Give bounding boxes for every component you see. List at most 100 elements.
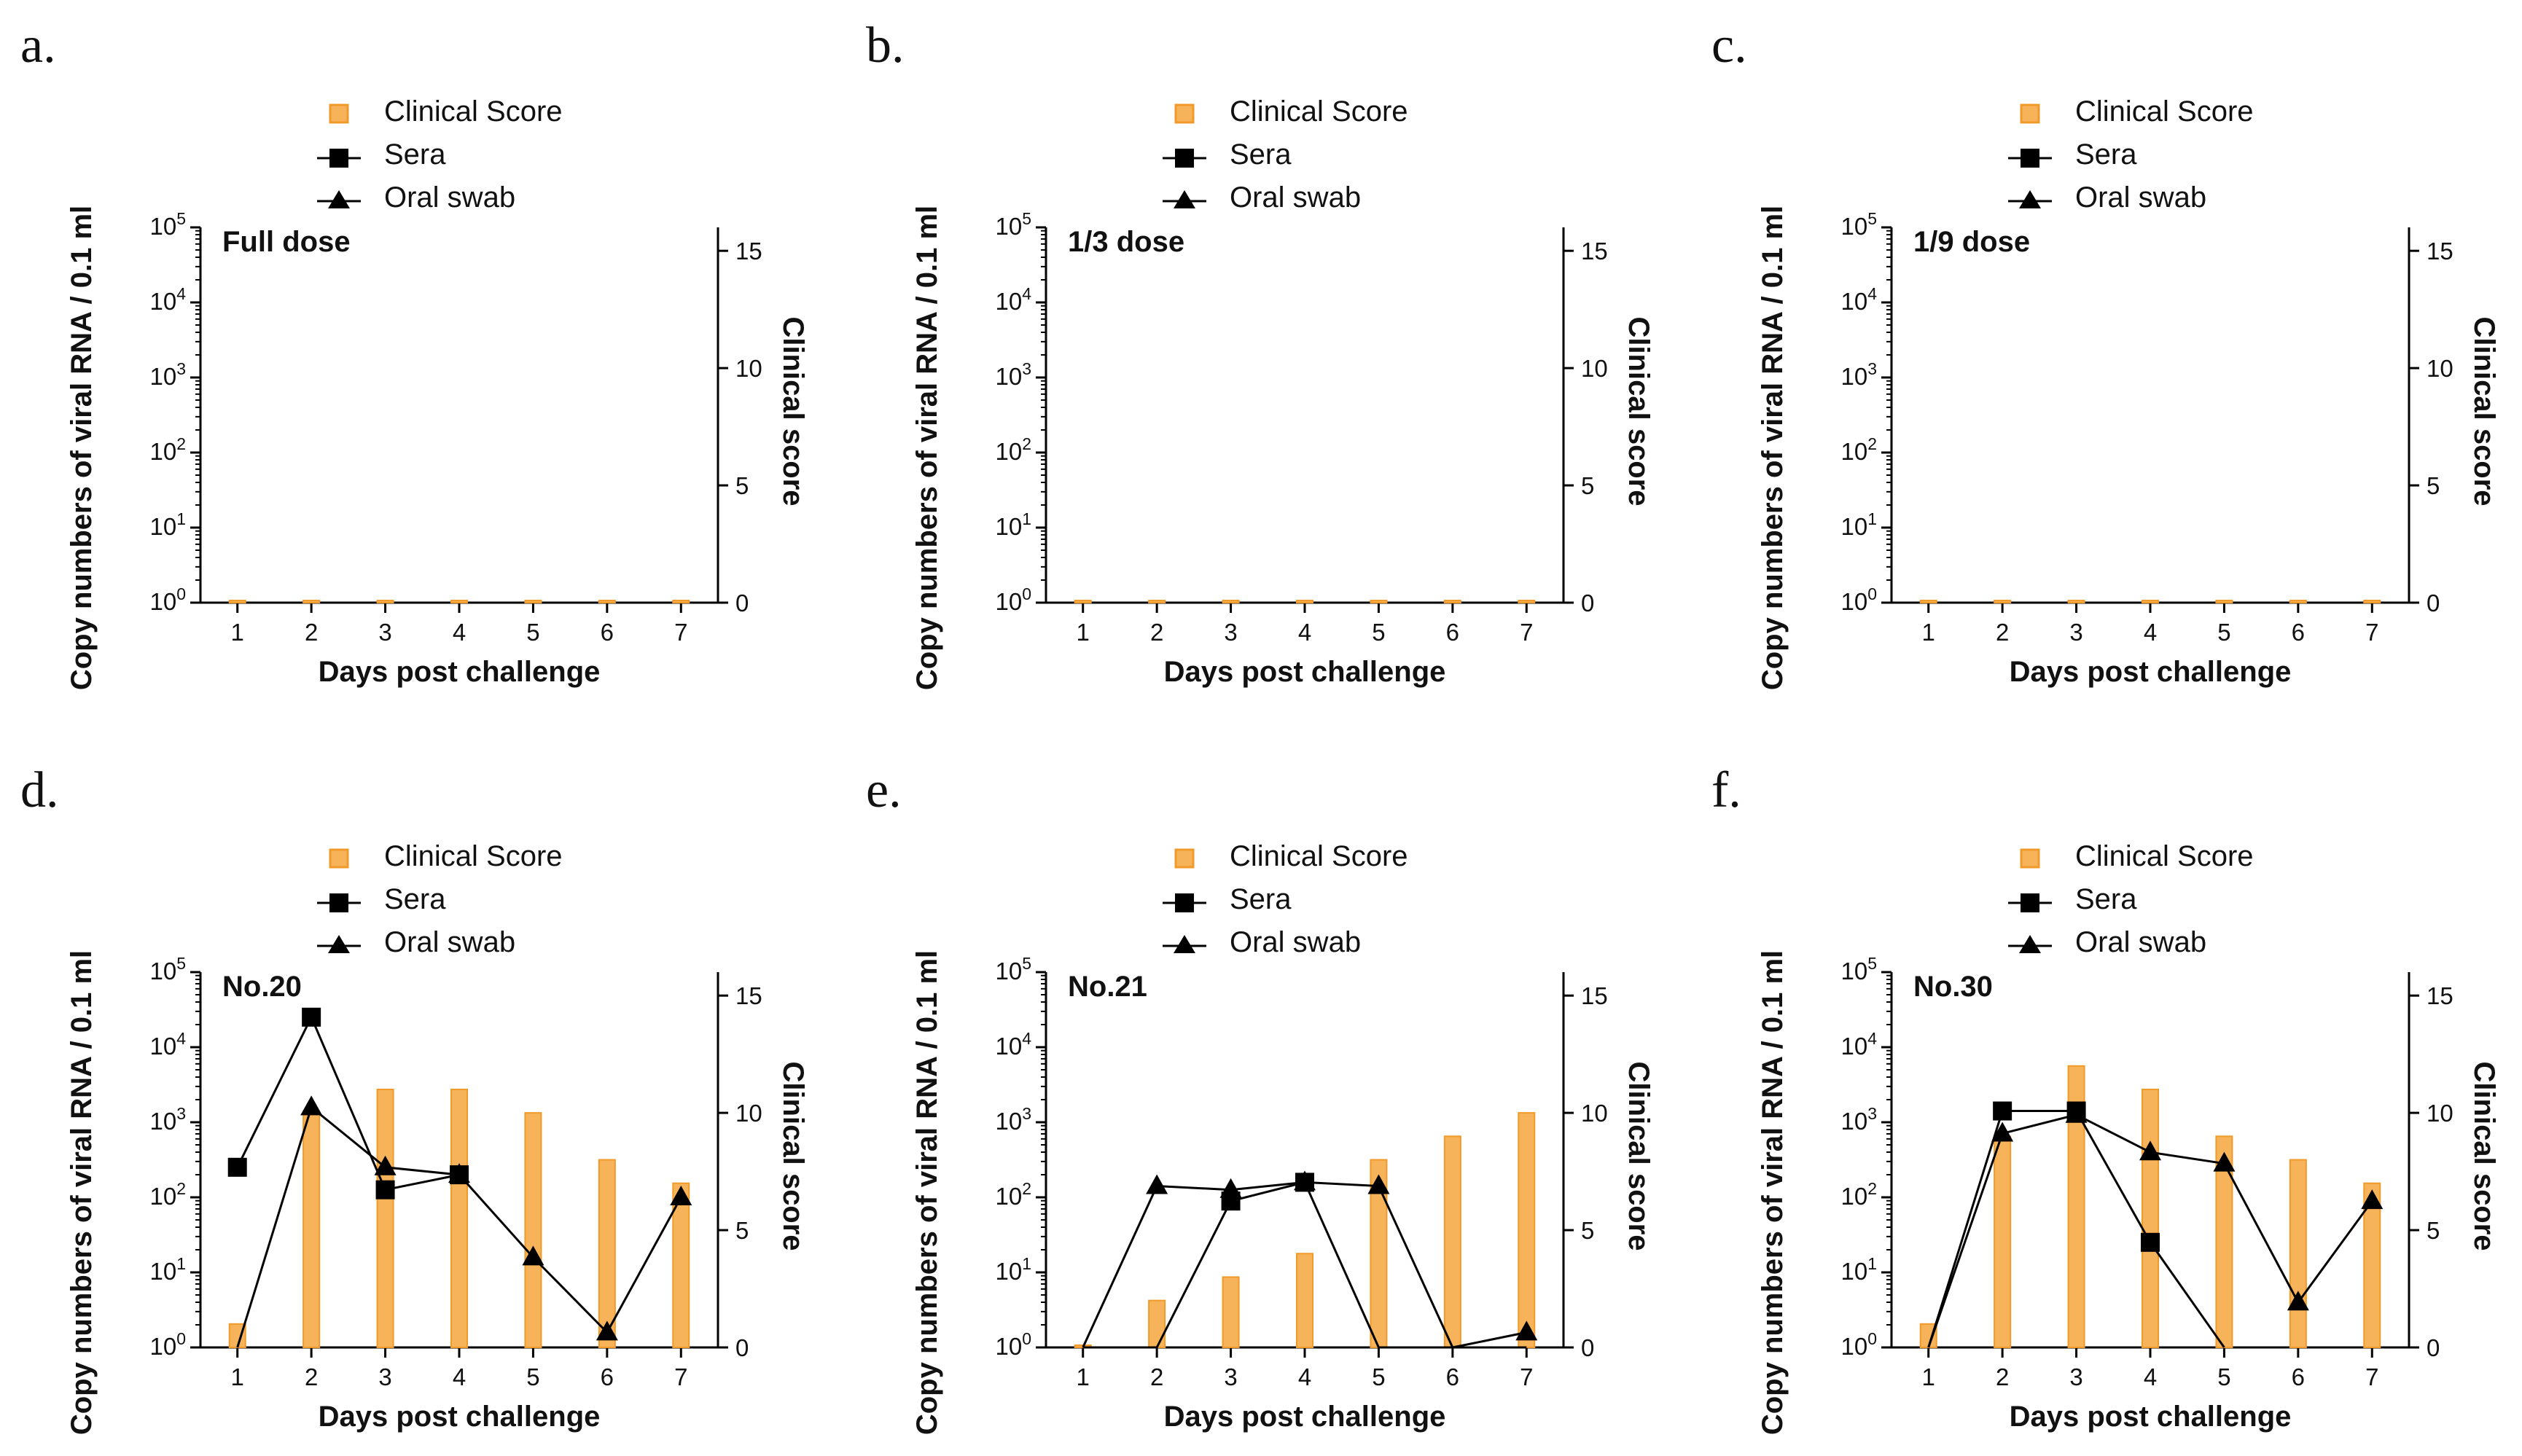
legend-label-sera: Sera [2075, 883, 2137, 915]
panel-label: No.21 [1068, 971, 1147, 1003]
x-axis-title: Days post challenge [1164, 1401, 1446, 1433]
legend: Clinical Score Sera Oral swab [317, 95, 563, 214]
clinical-score-bar [450, 600, 468, 603]
y-left-tick-label: 101 [149, 509, 186, 540]
oral-swab-point [1367, 1174, 1390, 1194]
panel-letter: b. [866, 17, 905, 74]
y-right-tick-label: 5 [2427, 472, 2440, 499]
legend-marker-oral-swab [328, 935, 350, 953]
oral-swab-point [2361, 1189, 2384, 1210]
panel-letter: a. [20, 17, 56, 74]
legend: Clinical Score Sera Oral swab [2008, 840, 2254, 958]
y-right-tick-label: 10 [735, 355, 762, 382]
x-tick-label: 4 [453, 1363, 466, 1390]
x-axis-title: Days post challenge [2010, 656, 2292, 688]
y-left-tick-label: 101 [995, 509, 1031, 540]
y-right-tick-label: 5 [2427, 1217, 2440, 1244]
legend-label-sera: Sera [2075, 138, 2137, 171]
y-left-tick-label: 104 [1840, 284, 1877, 315]
y-axis-title-right: Clinical score [777, 1061, 809, 1250]
clinical-score-bar [450, 1088, 468, 1348]
x-tick-label: 5 [1372, 619, 1385, 646]
y-left-tick-label: 105 [1840, 954, 1877, 985]
oral-swab-point [1515, 1320, 1538, 1341]
legend-label-clinical-score: Clinical Score [2075, 95, 2254, 128]
y-left-tick-label: 100 [995, 1329, 1031, 1360]
sera-point [375, 1180, 395, 1199]
legend-label-clinical-score: Clinical Score [384, 95, 563, 128]
x-tick-label: 5 [526, 619, 539, 646]
legend: Clinical Score Sera Oral swab [2008, 95, 2254, 214]
oral-swab-point [1146, 1174, 1168, 1194]
legend-swatch-clinical-score [329, 103, 349, 124]
panel-letter: f. [1711, 762, 1741, 818]
y-right-tick-label: 0 [1581, 1334, 1594, 1361]
y-right-tick-label: 15 [735, 982, 762, 1009]
legend-label-sera: Sera [384, 883, 446, 915]
x-tick-label: 1 [1077, 1363, 1090, 1390]
legend-label-clinical-score: Clinical Score [1230, 840, 1408, 872]
legend: Clinical Score Sera Oral swab [1163, 840, 1408, 958]
y-left-tick-label: 103 [995, 1104, 1031, 1135]
legend-label-clinical-score: Clinical Score [384, 840, 563, 872]
x-axis-title: Days post challenge [319, 656, 601, 688]
y-left-tick-label: 102 [995, 1179, 1031, 1210]
sera-point [1993, 1101, 2012, 1121]
sera-point [1295, 1173, 1314, 1192]
y-axis-title-right: Clinical score [1623, 316, 1655, 506]
legend-marker-sera [1175, 149, 1194, 168]
legend-label-oral-swab: Oral swab [2075, 926, 2206, 958]
y-right-tick-label: 15 [2427, 238, 2453, 265]
legend-marker-sera [2021, 893, 2039, 912]
y-left-tick-label: 105 [1840, 209, 1877, 240]
y-left-tick-label: 102 [995, 434, 1031, 465]
x-axis-title: Days post challenge [1164, 656, 1446, 688]
y-left-tick-label: 104 [995, 284, 1031, 315]
legend-marker-oral-swab [2019, 190, 2041, 208]
x-tick-label: 2 [305, 1363, 318, 1390]
oral-swab-point [374, 1155, 397, 1175]
y-left-tick-label: 100 [1840, 1329, 1877, 1360]
x-tick-label: 3 [378, 1363, 391, 1390]
legend-label-oral-swab: Oral swab [384, 181, 515, 214]
x-tick-label: 2 [1150, 619, 1163, 646]
legend-marker-oral-swab [328, 190, 350, 208]
legend-label-clinical-score: Clinical Score [1230, 95, 1408, 128]
clinical-score-bar [1148, 1299, 1166, 1348]
y-axis-title-left: Copy numbers of viral RNA / 0.1 ml [1757, 206, 1789, 690]
y-left-tick-label: 102 [1840, 434, 1877, 465]
oral-swab-point [2287, 1291, 2309, 1311]
y-left-tick-label: 105 [995, 209, 1031, 240]
y-right-tick-label: 15 [735, 238, 762, 265]
clinical-score-bar [228, 600, 246, 603]
y-axis-title-right: Clinical score [2468, 1061, 2500, 1250]
clinical-score-bar [598, 1159, 616, 1348]
x-tick-label: 6 [1446, 1363, 1459, 1390]
clinical-score-bar [672, 1182, 690, 1348]
x-tick-label: 5 [526, 1363, 539, 1390]
panel-label: 1/9 dose [1913, 226, 2030, 258]
legend-swatch-clinical-score [1174, 103, 1195, 124]
x-tick-label: 3 [2069, 619, 2082, 646]
clinical-score-bar [1919, 600, 1937, 603]
clinical-score-bar [1222, 1276, 1240, 1348]
y-axis-title-right: Clinical score [777, 316, 809, 506]
x-tick-label: 7 [2365, 619, 2378, 646]
x-tick-label: 4 [2144, 1363, 2157, 1390]
y-left-tick-label: 103 [995, 359, 1031, 390]
legend-marker-oral-swab [1174, 935, 1195, 953]
clinical-score-bar [302, 600, 321, 603]
sera-point [2066, 1101, 2086, 1121]
y-right-tick-label: 0 [2427, 1334, 2440, 1361]
clinical-score-bar [2067, 1065, 2085, 1348]
y-right-tick-label: 0 [2427, 590, 2440, 617]
y-axis-title-left: Copy numbers of viral RNA / 0.1 ml [66, 950, 98, 1435]
y-axis-title-left: Copy numbers of viral RNA / 0.1 ml [911, 206, 943, 690]
y-left-tick-label: 103 [149, 1104, 186, 1135]
clinical-score-bar [1443, 1135, 1461, 1348]
y-right-tick-label: 10 [1581, 1100, 1608, 1127]
